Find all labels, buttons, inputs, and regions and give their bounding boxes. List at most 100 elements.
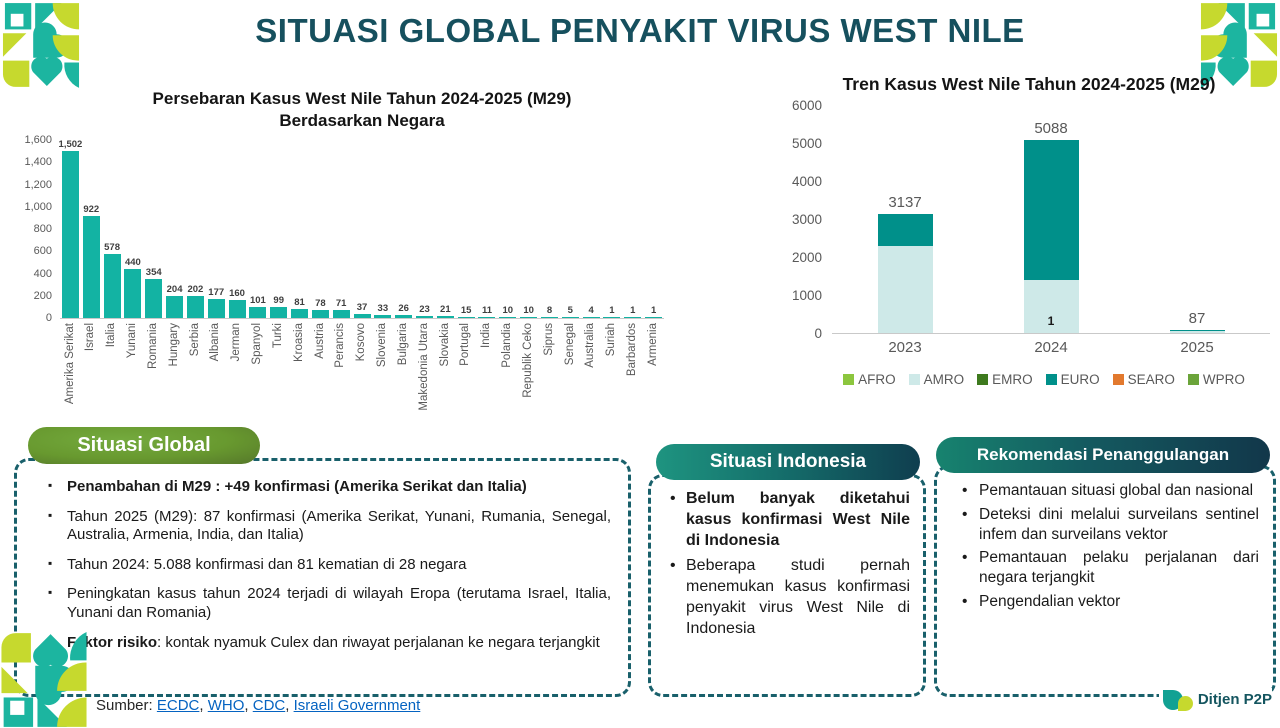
- country-bar: [561, 317, 579, 319]
- y-axis-countries: 0 200 400 600 800 1,000 1,200 1,400 1,600: [24, 134, 52, 325]
- bar-column: 101: [247, 295, 268, 319]
- bar-value-label: 1,502: [58, 139, 83, 151]
- country-label: Bulgaria: [396, 323, 409, 366]
- bar-value-label: 202: [187, 283, 204, 295]
- bar-column: 4: [581, 305, 602, 319]
- bar-value-label: 177: [208, 286, 225, 298]
- list-item: Tahun 2025 (M29): 87 konfirmasi (Amerika…: [48, 508, 611, 545]
- bar-chart-countries: Persebaran Kasus West Nile Tahun 2024-20…: [12, 88, 664, 411]
- country-label: Makedonia Utara: [417, 323, 430, 411]
- country-label: Italia: [105, 323, 118, 348]
- trend-inner-label: 1: [1047, 314, 1055, 328]
- country-label: Jerman: [230, 323, 243, 362]
- source-link[interactable]: Israeli Government: [293, 697, 421, 714]
- country-label: Turki: [271, 323, 284, 349]
- bar-column: 8: [539, 305, 560, 319]
- bar-value-label: 4: [588, 305, 594, 317]
- list-item: Faktor risiko: kontak nyamuk Culex dan r…: [48, 634, 611, 653]
- trend-total-label: 3137: [888, 193, 922, 211]
- bar-column: 10: [518, 305, 539, 319]
- trend-total-label: 87: [1188, 309, 1206, 327]
- source-link[interactable]: ECDC: [156, 697, 200, 714]
- source-link[interactable]: CDC: [252, 697, 286, 714]
- country-label: Spanyol: [251, 323, 264, 365]
- country-label: Siprus: [542, 323, 555, 356]
- country-label: Republik Ceko: [521, 323, 534, 398]
- source-link[interactable]: WHO: [207, 697, 245, 714]
- bar-column: 1,502: [58, 139, 83, 319]
- bar-value-label: 81: [294, 297, 305, 309]
- bar-column: 202: [185, 284, 206, 319]
- bar-value-label: 11: [481, 305, 492, 316]
- bar-column: 922: [81, 204, 102, 319]
- corner-logo-icon: [1, 632, 87, 727]
- legend-swatch-icon: [1112, 374, 1124, 385]
- trend-total-label: 5088: [1034, 119, 1068, 137]
- bar-column: 21: [435, 303, 456, 319]
- bar-column: 10: [497, 305, 518, 319]
- country-label: Australia: [584, 323, 597, 368]
- legend-item-euro: EURO: [1045, 372, 1100, 387]
- country-bar: [582, 317, 600, 319]
- country-bar: [520, 317, 538, 319]
- bar-value-label: 101: [249, 295, 266, 306]
- bar-column: 81: [289, 297, 310, 319]
- country-bar: [332, 310, 350, 319]
- list-item: Pemantauan pelaku perjalanan dari negara…: [962, 548, 1259, 588]
- country-bar: [291, 309, 309, 319]
- country-label: Slovakia: [438, 323, 451, 367]
- legend-item-wpro: WPRO: [1187, 372, 1245, 387]
- trend-bars: 3137 5088 1 87: [832, 105, 1270, 334]
- header-situasi-global: Situasi Global: [28, 427, 260, 464]
- bar-value-label: 578: [104, 241, 120, 253]
- country-label: Austria: [313, 323, 326, 359]
- bar-value-label: 160: [229, 288, 245, 300]
- bar-column: 33: [372, 303, 393, 319]
- box-situasi-indonesia: Belum banyak diketahui kasus konfirmasi …: [648, 474, 926, 697]
- trend-bar-group: 3137: [832, 194, 978, 333]
- country-label: Kosovo: [355, 323, 368, 362]
- bar-value-label: 23: [419, 303, 430, 315]
- country-label: Israel: [84, 323, 97, 352]
- legend-swatch-icon: [908, 374, 920, 385]
- country-bar: [270, 307, 288, 319]
- bar-column: 99: [268, 295, 289, 319]
- country-bar: [374, 314, 392, 319]
- stacked-chart-trend: Tren Kasus West Nile Tahun 2024-2025 (M2…: [788, 74, 1270, 387]
- bar-value-label: 21: [440, 303, 451, 315]
- country-bar: [124, 269, 142, 319]
- country-label: Armenia: [646, 323, 659, 367]
- country-label: Amerika Serikat: [63, 323, 76, 405]
- country-label: Suriah: [605, 323, 618, 357]
- country-label: Senegal: [563, 323, 576, 366]
- country-bar: [353, 314, 371, 319]
- bar-value-label: 10: [502, 305, 514, 317]
- source-links: ECDC, WHO, CDC, Israeli Government: [156, 697, 421, 714]
- chart-plot-countries: 0 200 400 600 800 1,000 1,200 1,400 1,600 1,502 9…: [12, 134, 664, 411]
- list-item: Deteksi dini melalui surveilans sentinel…: [962, 505, 1259, 545]
- country-bars: 1,502 922 578 440 354 204 202 177 160 101 99 81 78 71…: [58, 139, 664, 320]
- bar-column: 37: [352, 302, 373, 319]
- trend-stack: [1169, 329, 1225, 333]
- list-item: Pemantauan situasi global dan nasional: [962, 481, 1259, 501]
- box-rekomendasi: Pemantauan situasi global dan nasional De…: [934, 465, 1276, 697]
- bar-column: 23: [414, 304, 435, 319]
- country-bar: [82, 215, 100, 319]
- trend-segment-euro: [1169, 329, 1225, 331]
- list-item: Belum banyak diketahui kasus konfirmasi …: [670, 489, 910, 551]
- legend-item-amro: AMRO: [908, 372, 964, 387]
- country-bar: [186, 295, 204, 319]
- trend-segment-euro: [1023, 139, 1079, 280]
- bar-column: 1: [622, 305, 643, 319]
- country-label: Slovenia: [376, 323, 389, 368]
- country-bar: [624, 317, 642, 319]
- list-item: Penambahan di M29 : +49 konfirmasi (Amer…: [48, 478, 611, 497]
- bar-value-label: 37: [356, 302, 368, 314]
- trend-segment-euro: [877, 213, 933, 246]
- trend-legend: AFRO AMRO EMRO EURO SEARO WPRO: [818, 372, 1270, 387]
- legend-swatch-icon: [1045, 374, 1057, 385]
- country-bar: [249, 307, 267, 319]
- list-item: Beberapa studi pernah menemukan kasus ko…: [670, 556, 910, 639]
- header-rekomendasi: Rekomendasi Penanggulangan: [936, 437, 1270, 473]
- bar-column: 5: [560, 305, 581, 319]
